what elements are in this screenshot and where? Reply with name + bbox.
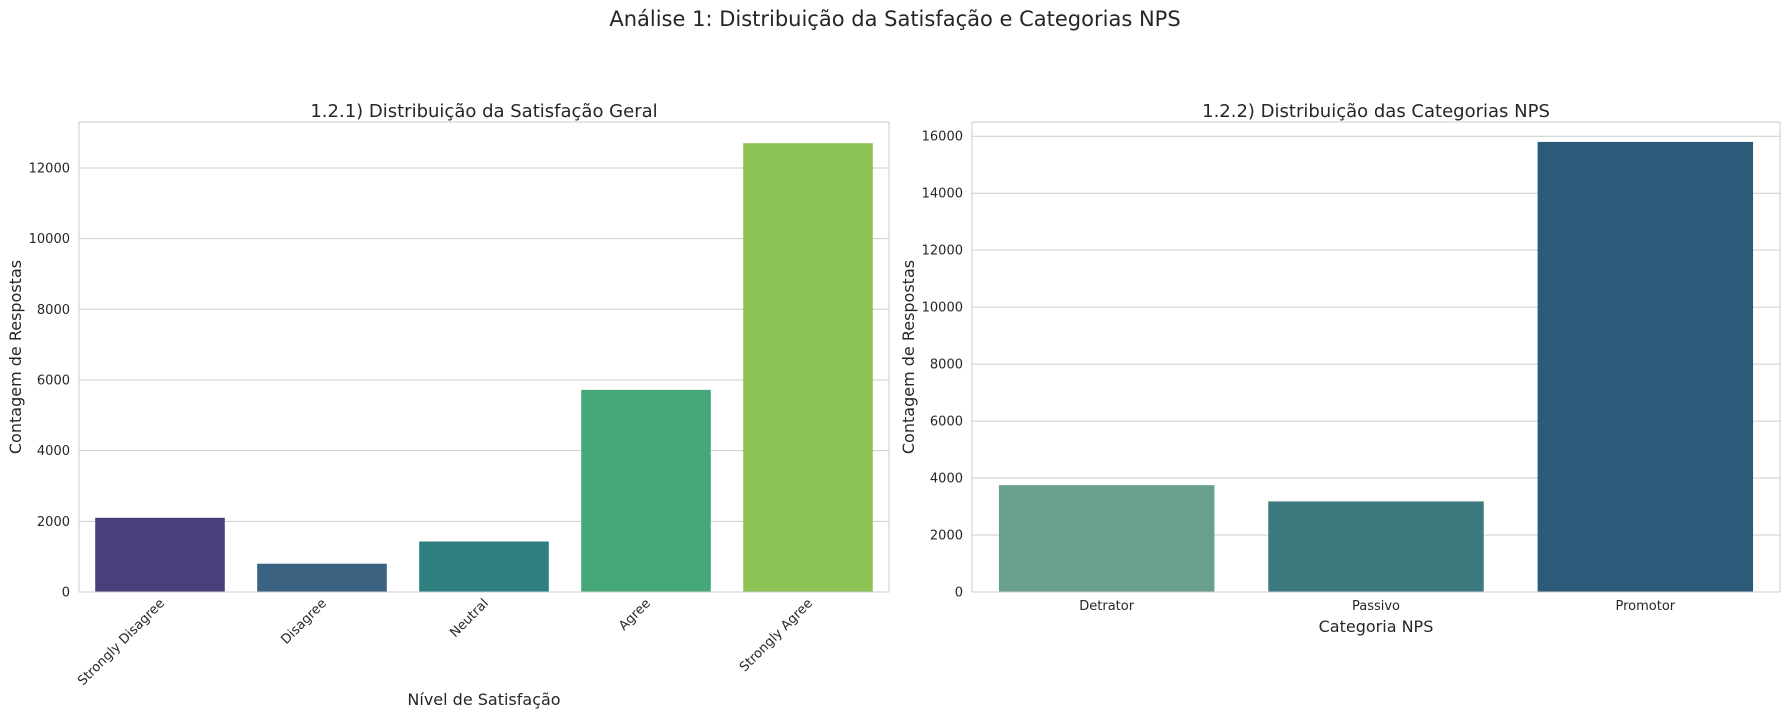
y-tick-label: 6000 xyxy=(930,415,963,430)
y-tick-labels: 0 2000 4000 6000 8000 10000 12000 xyxy=(29,161,70,600)
plot-frame xyxy=(971,121,1781,593)
y-tick-label: 12000 xyxy=(29,161,70,176)
x-tick-label: Passivo xyxy=(1352,599,1400,614)
y-tick-label: 6000 xyxy=(37,373,70,388)
chart-nps: 1.2.2) Distribuição das Categorias NPS 0… xyxy=(899,101,1781,636)
bar xyxy=(581,389,711,592)
y-tick-label: 2000 xyxy=(930,529,963,544)
figure-suptitle: Análise 1: Distribuição da Satisfação e … xyxy=(609,7,1180,31)
x-axis-label: Nível de Satisfação xyxy=(407,690,560,709)
bar xyxy=(1268,501,1484,592)
plot-frame xyxy=(78,121,890,593)
y-tick-label: 10000 xyxy=(29,232,70,247)
x-tick-labels: Strongly Disagree Disagree Neutral Agree Str… xyxy=(75,596,816,689)
bar xyxy=(998,485,1215,592)
x-tick-label: Strongly Disagree xyxy=(75,596,168,689)
y-tick-label: 0 xyxy=(62,586,70,601)
x-tick-label: Disagree xyxy=(278,596,329,647)
bar xyxy=(1537,141,1754,592)
x-axis-label: Categoria NPS xyxy=(1319,617,1434,636)
x-tick-label: Agree xyxy=(616,596,654,634)
y-axis-label: Contagem de Respostas xyxy=(899,260,918,454)
y-tick-label: 10000 xyxy=(922,301,963,316)
x-tick-labels: Detrator Passivo Promotor xyxy=(1079,599,1676,614)
y-tick-label: 0 xyxy=(955,586,963,601)
y-tick-label: 4000 xyxy=(930,472,963,487)
y-tick-label: 16000 xyxy=(922,130,963,145)
x-tick-label: Neutral xyxy=(447,596,492,641)
chart-title: 1.2.2) Distribuição das Categorias NPS xyxy=(1202,101,1550,122)
x-tick-label: Strongly Agree xyxy=(737,596,816,675)
bar xyxy=(257,563,387,592)
chart-title: 1.2.1) Distribuição da Satisfação Geral xyxy=(310,101,657,122)
bar xyxy=(419,541,549,592)
y-axis-label: Contagem de Respostas xyxy=(6,260,25,454)
y-tick-label: 8000 xyxy=(930,358,963,373)
bar xyxy=(743,143,873,592)
y-tick-labels: 0 2000 4000 6000 8000 10000 12000 14000 16000 xyxy=(922,130,963,601)
bars xyxy=(95,143,873,592)
x-tick-label: Detrator xyxy=(1079,599,1134,614)
bar xyxy=(95,517,225,592)
y-tick-label: 8000 xyxy=(37,303,70,318)
y-tick-label: 12000 xyxy=(922,244,963,259)
y-tick-label: 4000 xyxy=(37,444,70,459)
y-tick-label: 14000 xyxy=(922,187,963,202)
bars xyxy=(998,141,1754,592)
y-tick-label: 2000 xyxy=(37,515,70,530)
chart-satisfaction: 1.2.1) Distribuição da Satisfação Geral … xyxy=(6,101,890,709)
x-tick-label: Promotor xyxy=(1616,599,1676,614)
